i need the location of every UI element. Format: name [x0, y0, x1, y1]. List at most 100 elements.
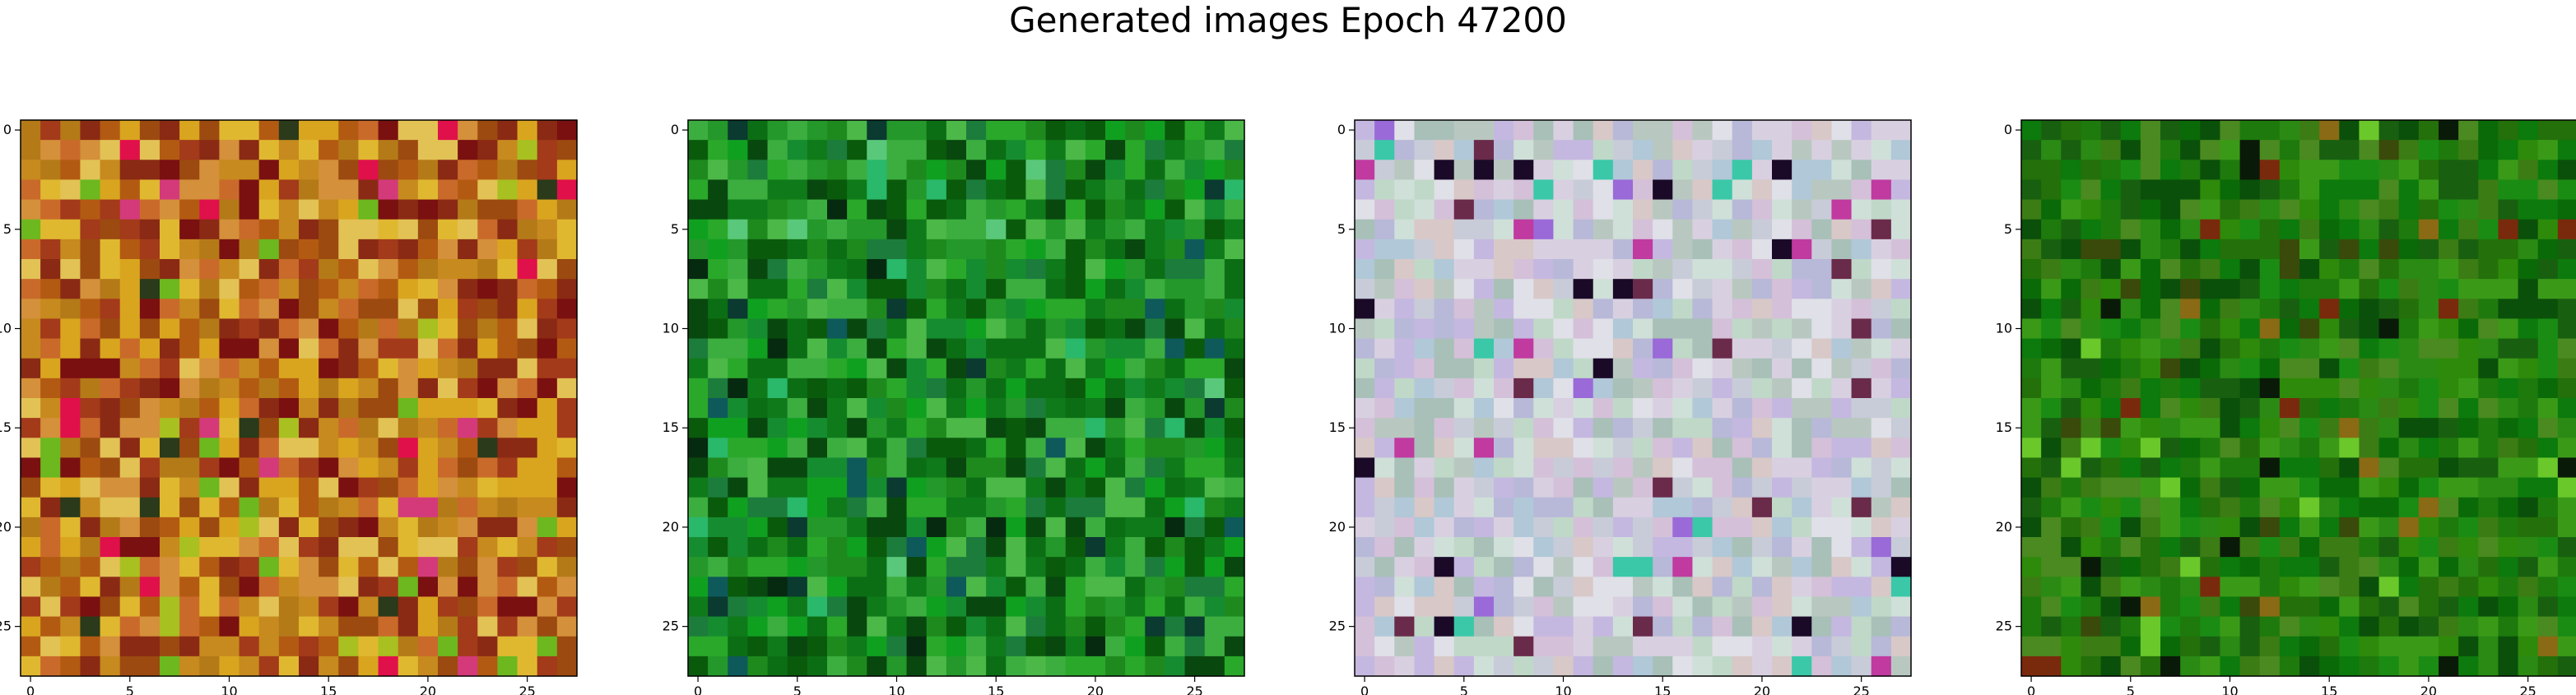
- pixel: [258, 537, 280, 558]
- pixel: [2140, 457, 2161, 479]
- pixel: [728, 398, 749, 419]
- pixel: [438, 418, 458, 438]
- pixel: [160, 418, 180, 438]
- pixel: [179, 656, 200, 677]
- pixel: [1732, 418, 1753, 438]
- pixel: [966, 358, 987, 379]
- pixel: [2359, 239, 2380, 260]
- pixel: [1374, 160, 1395, 181]
- x-tick-label: 10: [221, 683, 237, 695]
- pixel: [100, 577, 121, 598]
- pixel: [708, 239, 728, 260]
- pixel: [1573, 239, 1594, 260]
- pixel: [1184, 557, 1206, 577]
- pixel: [1394, 596, 1416, 618]
- pixel: [278, 378, 300, 399]
- pixel: [2339, 457, 2360, 479]
- pixel: [179, 140, 200, 160]
- pixel: [199, 378, 221, 399]
- pixel: [1355, 438, 1375, 459]
- pixel: [2200, 636, 2221, 657]
- pixel: [1732, 656, 1753, 677]
- pixel: [1105, 358, 1126, 379]
- pixel: [2498, 299, 2519, 320]
- pixel: [1772, 418, 1793, 438]
- pixel: [1593, 517, 1614, 538]
- pixel: [319, 497, 339, 518]
- pixel: [2518, 338, 2539, 359]
- pixel: [1871, 537, 1892, 558]
- pixel: [728, 418, 749, 438]
- pixel: [708, 199, 728, 220]
- pixel: [2339, 656, 2360, 677]
- pixel: [1045, 477, 1067, 498]
- pixel: [1025, 537, 1047, 558]
- pixel: [886, 160, 908, 181]
- pixel: [2140, 636, 2161, 657]
- pixel: [1573, 557, 1594, 577]
- pixel: [827, 378, 848, 399]
- pixel: [2220, 577, 2241, 598]
- pixel: [1653, 557, 1673, 577]
- pixel: [319, 418, 339, 438]
- pixel: [966, 477, 987, 498]
- pixel: [1006, 378, 1027, 399]
- pixel: [2041, 338, 2062, 359]
- pixel: [926, 239, 947, 260]
- pixel: [2557, 120, 2576, 141]
- pixel: [2160, 199, 2181, 220]
- pixel: [179, 596, 200, 618]
- pixel: [2439, 477, 2459, 498]
- pixel: [438, 279, 458, 299]
- pixel: [1414, 537, 1435, 558]
- x-tick-label: 0: [1360, 683, 1369, 695]
- pixel: [219, 279, 240, 299]
- pixel: [688, 517, 709, 538]
- pixel: [417, 199, 439, 220]
- pixel: [239, 140, 260, 160]
- pixel: [2061, 179, 2082, 201]
- pixel: [1105, 596, 1126, 618]
- pixel: [2498, 517, 2519, 538]
- pixel: [2041, 636, 2062, 657]
- pixel: [378, 160, 399, 181]
- pixel: [708, 457, 728, 479]
- pixel: [1593, 299, 1614, 320]
- pixel: [219, 616, 240, 637]
- pixel: [1065, 219, 1086, 240]
- pixel: [497, 279, 518, 299]
- pixel: [966, 577, 987, 598]
- pixel: [2180, 477, 2201, 498]
- pixel: [807, 497, 828, 518]
- pixel: [417, 557, 439, 577]
- pixel: [537, 596, 558, 618]
- pixel: [1085, 656, 1106, 677]
- pixel: [1125, 120, 1146, 141]
- pixel: [728, 616, 749, 637]
- pixel: [1025, 338, 1047, 359]
- pixel: [60, 219, 81, 240]
- pixel: [2259, 120, 2281, 141]
- pixel: [2239, 378, 2261, 399]
- pixel: [2398, 557, 2420, 577]
- pixel: [2478, 239, 2499, 260]
- pixel: [219, 557, 240, 577]
- pixel: [2180, 358, 2201, 379]
- pixel: [2418, 179, 2439, 201]
- y-tick-label: 20: [1329, 519, 1346, 535]
- pixel: [926, 219, 947, 240]
- pixel: [747, 497, 769, 518]
- pixel: [1125, 577, 1146, 598]
- pixel: [299, 140, 319, 160]
- pixel: [160, 179, 180, 201]
- pixel: [278, 596, 300, 618]
- pixel: [847, 299, 867, 320]
- pixel: [1633, 577, 1653, 598]
- pixel: [239, 179, 260, 201]
- pixel: [1473, 636, 1495, 657]
- pixel: [60, 457, 81, 479]
- pixel: [1355, 477, 1375, 498]
- pixel: [2140, 299, 2161, 320]
- pixel: [199, 497, 221, 518]
- pixel: [1125, 259, 1146, 280]
